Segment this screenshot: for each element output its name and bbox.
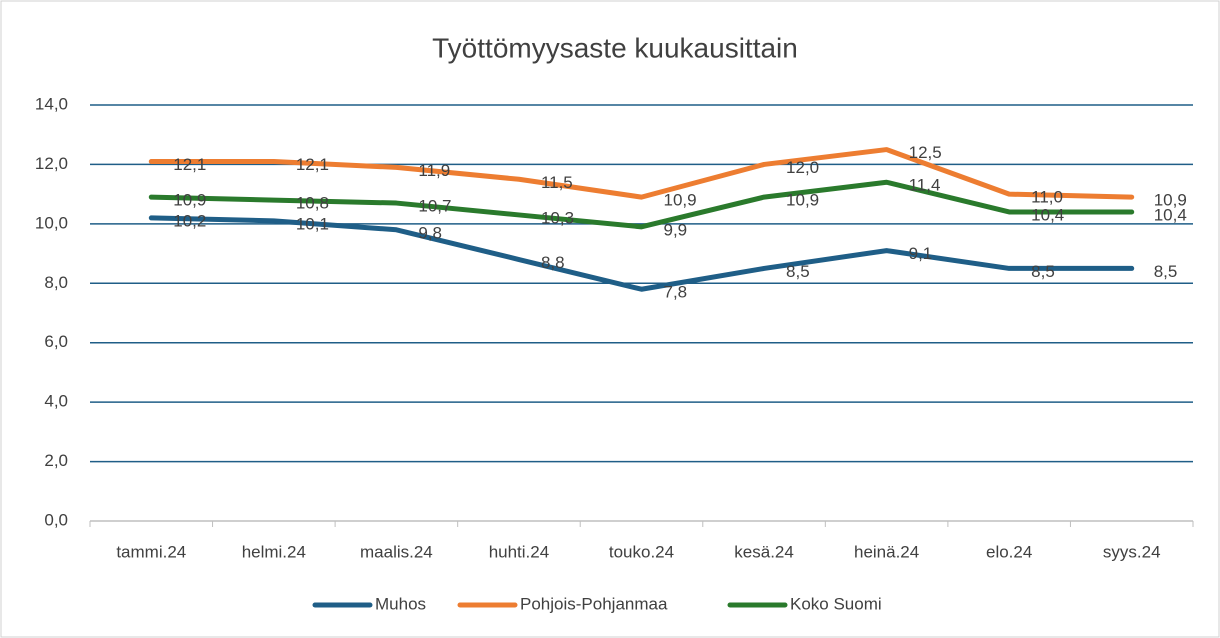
data-label: 10,3 bbox=[541, 208, 574, 227]
y-tick-label: 8,0 bbox=[44, 273, 68, 292]
data-label: 8,5 bbox=[1031, 262, 1055, 281]
x-tick-label: helmi.24 bbox=[242, 542, 306, 561]
y-tick-label: 4,0 bbox=[44, 392, 68, 411]
y-tick-label: 6,0 bbox=[44, 332, 68, 351]
legend-label: Pohjois-Pohjanmaa bbox=[520, 594, 668, 613]
data-label: 10,2 bbox=[173, 211, 206, 230]
legend-label: Muhos bbox=[375, 594, 426, 613]
data-label: 11,4 bbox=[909, 176, 941, 195]
data-label: 9,1 bbox=[909, 244, 933, 263]
data-label: 7,8 bbox=[664, 283, 688, 302]
data-label: 10,9 bbox=[664, 191, 697, 210]
y-tick-label: 10,0 bbox=[35, 213, 68, 232]
data-label: 9,9 bbox=[664, 220, 688, 239]
legend-label: Koko Suomi bbox=[790, 594, 882, 613]
y-tick-label: 0,0 bbox=[44, 510, 68, 529]
x-tick-label: maalis.24 bbox=[360, 542, 433, 561]
data-label: 10,9 bbox=[1154, 191, 1187, 210]
data-label: 8,5 bbox=[786, 262, 810, 281]
data-label: 12,1 bbox=[173, 155, 206, 174]
data-label: 8,5 bbox=[1154, 262, 1178, 281]
data-label: 11,0 bbox=[1031, 188, 1063, 207]
x-tick-label: heinä.24 bbox=[854, 542, 919, 561]
x-tick-label: kesä.24 bbox=[734, 542, 794, 561]
data-label: 10,9 bbox=[786, 191, 819, 210]
x-tick-label: tammi.24 bbox=[116, 542, 186, 561]
x-tick-label: syys.24 bbox=[1103, 542, 1161, 561]
chart-title: Työttömyysaste kuukausittain bbox=[432, 32, 798, 63]
data-label: 12,1 bbox=[296, 155, 329, 174]
x-tick-label: touko.24 bbox=[609, 542, 674, 561]
data-label: 8,8 bbox=[541, 253, 565, 272]
y-tick-label: 2,0 bbox=[44, 451, 68, 470]
y-tick-label: 14,0 bbox=[35, 94, 68, 113]
data-label: 9,8 bbox=[418, 223, 442, 242]
data-label: 12,0 bbox=[786, 158, 819, 177]
series-line bbox=[148, 147, 1135, 200]
data-label: 10,1 bbox=[296, 214, 329, 233]
data-label: 10,4 bbox=[1154, 205, 1187, 224]
series-line bbox=[148, 215, 1135, 292]
data-label: 11,5 bbox=[541, 173, 573, 192]
x-tick-label: elo.24 bbox=[986, 542, 1032, 561]
data-label: 10,8 bbox=[296, 194, 329, 213]
series-line bbox=[148, 179, 1135, 230]
data-label: 11,9 bbox=[418, 161, 450, 180]
data-label: 10,9 bbox=[173, 191, 206, 210]
data-label: 12,5 bbox=[909, 143, 942, 162]
data-label: 10,7 bbox=[418, 197, 451, 216]
y-tick-label: 12,0 bbox=[35, 154, 68, 173]
x-tick-label: huhti.24 bbox=[489, 542, 550, 561]
data-label: 10,4 bbox=[1031, 205, 1064, 224]
